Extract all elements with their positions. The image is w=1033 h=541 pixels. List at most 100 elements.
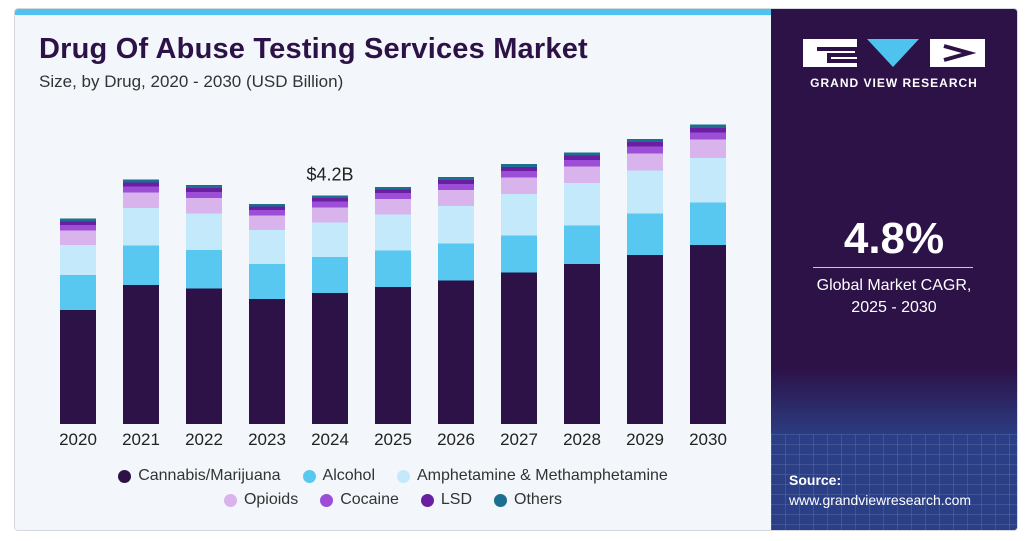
bar-segment-2025-others — [375, 187, 411, 190]
bar-segment-2021-cannabis-marijuana — [123, 285, 159, 424]
bar-segment-2029-opioids — [627, 153, 663, 171]
side-grid-decoration — [771, 434, 1017, 530]
bar-segment-2024-opioids — [312, 207, 348, 223]
legend-label: Others — [514, 491, 563, 508]
bar-segment-2029-cocaine — [627, 146, 663, 154]
legend-swatch-icon — [397, 469, 410, 483]
bar-segment-2028-opioids — [564, 166, 600, 183]
source-label: Source: — [789, 472, 842, 488]
bar-segment-2024-cannabis-marijuana — [312, 293, 348, 424]
bar-segment-2022-opioids — [186, 198, 222, 214]
infographic-card: Drug Of Abuse Testing Services Market Si… — [14, 8, 1018, 531]
bar-segment-2020-cocaine — [60, 225, 96, 231]
bar-segment-2024-amphetamine-methamphetamine — [312, 222, 348, 257]
side-panel: GRAND VIEW RESEARCH 4.8% Global Market C… — [771, 9, 1017, 530]
legend-label: LSD — [440, 491, 473, 508]
bar-segment-2025-alcohol — [375, 250, 411, 287]
legend-swatch-icon — [420, 493, 434, 507]
bar-segment-2027-cannabis-marijuana — [501, 272, 537, 424]
bar-segment-2027-others — [501, 164, 537, 167]
bar-segment-2027-cocaine — [501, 171, 537, 178]
bar-segment-2030-cannabis-marijuana — [690, 245, 726, 424]
bar-segment-2026-lsd — [438, 180, 474, 184]
divider — [813, 267, 973, 268]
data-label: $4.2B — [306, 165, 353, 185]
bar-segment-2020-lsd — [60, 221, 96, 225]
bar-segment-2024-others — [312, 195, 348, 198]
accent-bar — [15, 9, 771, 15]
bar-segment-2023-amphetamine-methamphetamine — [249, 230, 285, 264]
x-tick-label: 2025 — [374, 430, 412, 449]
legend-item: Others — [494, 491, 562, 509]
bar-segment-2026-cocaine — [438, 184, 474, 190]
chart-panel: Drug Of Abuse Testing Services Market Si… — [15, 9, 771, 530]
source-link[interactable]: www.grandviewresearch.com — [789, 492, 972, 508]
bar-segment-2024-cocaine — [312, 201, 348, 208]
bar-segment-2024-alcohol — [312, 257, 348, 293]
legend-swatch-icon — [320, 493, 334, 507]
x-tick-label: 2026 — [437, 430, 475, 449]
x-tick-label: 2020 — [59, 430, 97, 449]
legend-swatch-icon — [223, 493, 237, 507]
cagr-label-line2: 2025 - 2030 — [851, 299, 937, 316]
bar-segment-2023-lsd — [249, 206, 285, 210]
x-tick-label: 2021 — [122, 430, 160, 449]
bar-segment-2027-opioids — [501, 177, 537, 194]
bar-segment-2029-cannabis-marijuana — [627, 255, 663, 424]
legend-item: Cannabis/Marijuana — [118, 467, 281, 485]
bar-segment-2029-amphetamine-methamphetamine — [627, 170, 663, 214]
bar-segment-2028-cannabis-marijuana — [564, 264, 600, 424]
bar-segment-2022-others — [186, 185, 222, 188]
bar-segment-2021-others — [123, 179, 159, 183]
bar-segment-2027-amphetamine-methamphetamine — [501, 194, 537, 236]
x-tick-label: 2030 — [689, 430, 727, 449]
cagr-label: Global Market CAGR, 2025 - 2030 — [771, 275, 1017, 319]
legend-label: Alcohol — [322, 467, 375, 484]
legend-swatch-icon — [118, 469, 132, 483]
bar-segment-2030-alcohol — [690, 202, 726, 245]
bar-segment-2022-cannabis-marijuana — [186, 288, 222, 424]
bar-segment-2029-others — [627, 139, 663, 142]
legend-row: Cannabis/Marijuana Alcohol Amphetamine & M… — [15, 464, 771, 488]
bar-segment-2026-amphetamine-methamphetamine — [438, 206, 474, 244]
bar-segment-2021-lsd — [123, 182, 159, 187]
bar-segment-2028-cocaine — [564, 160, 600, 167]
bar-segment-2030-amphetamine-methamphetamine — [690, 158, 726, 203]
bar-segment-2021-amphetamine-methamphetamine — [123, 208, 159, 246]
legend-label: Opioids — [243, 491, 299, 508]
bar-segment-2025-cannabis-marijuana — [375, 287, 411, 424]
x-tick-label: 2027 — [500, 430, 538, 449]
legend-swatch-icon — [494, 493, 508, 507]
bar-segment-2020-opioids — [60, 230, 96, 245]
legend-item: Amphetamine & Methamphetamine — [397, 467, 668, 485]
bar-segment-2026-cannabis-marijuana — [438, 280, 474, 424]
bar-segment-2027-lsd — [501, 167, 537, 171]
bar-segment-2030-lsd — [690, 128, 726, 133]
x-tick-label: 2022 — [185, 430, 223, 449]
bar-segment-2028-lsd — [564, 155, 600, 160]
legend-item: Cocaine — [320, 491, 399, 509]
bar-segment-2022-amphetamine-methamphetamine — [186, 213, 222, 250]
legend-swatch-icon — [302, 469, 316, 483]
bar-segment-2025-opioids — [375, 199, 411, 215]
bar-segment-2023-cocaine — [249, 210, 285, 216]
bar-segment-2020-amphetamine-methamphetamine — [60, 245, 96, 275]
bar-segment-2029-alcohol — [627, 213, 663, 255]
bar-segment-2026-others — [438, 177, 474, 180]
bar-segment-2026-alcohol — [438, 243, 474, 281]
bar-segment-2030-cocaine — [690, 132, 726, 140]
x-tick-label: 2023 — [248, 430, 286, 449]
bar-segment-2022-cocaine — [186, 192, 222, 198]
legend-item: Alcohol — [302, 467, 375, 485]
bar-segment-2023-alcohol — [249, 264, 285, 299]
bar-segment-2020-others — [60, 218, 96, 222]
chart-legend: Cannabis/Marijuana Alcohol Amphetamine & M… — [15, 464, 771, 512]
x-tick-label: 2028 — [563, 430, 601, 449]
x-tick-label: 2029 — [626, 430, 664, 449]
bar-segment-2030-others — [690, 124, 726, 128]
bar-segment-2023-others — [249, 204, 285, 207]
stacked-bar-chart: 2020 2021 2022 2023 2024 $4.2B 2025 2026 2027 202… — [59, 124, 727, 449]
legend-label: Cocaine — [340, 491, 399, 508]
bar-segment-2020-alcohol — [60, 275, 96, 310]
bar-segment-2028-others — [564, 152, 600, 156]
